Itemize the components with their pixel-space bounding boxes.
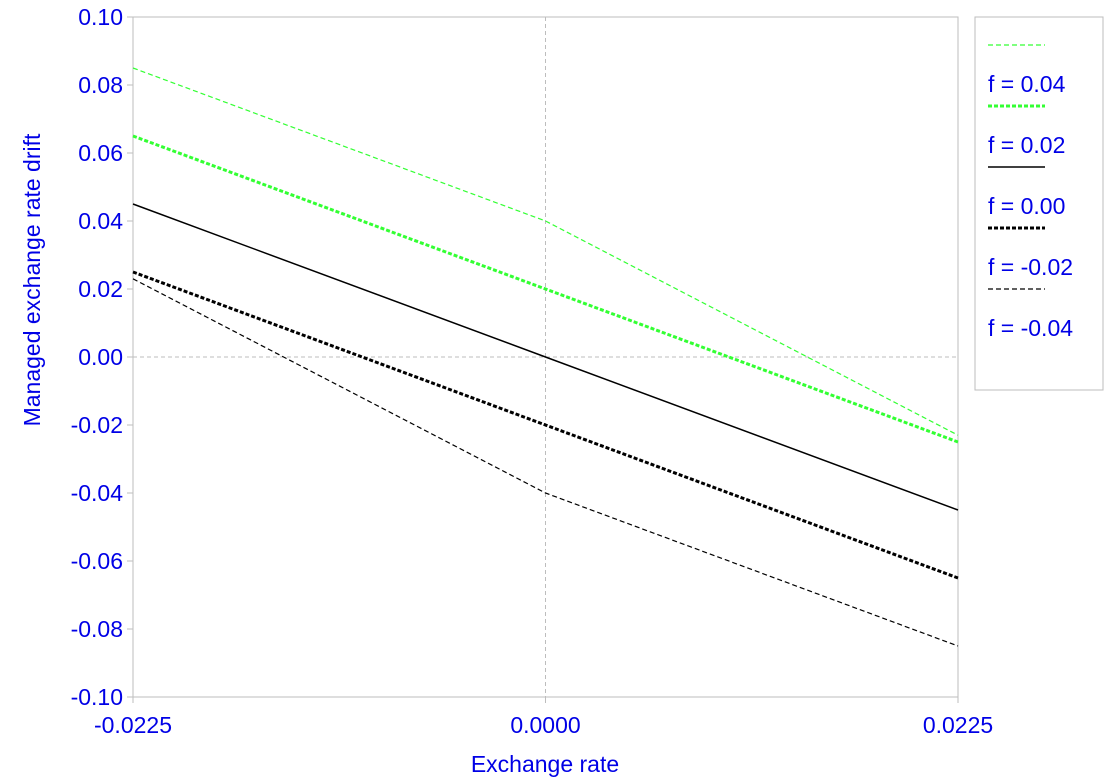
y-tick-label: 0.02 — [78, 276, 123, 302]
y-tick-label: 0.04 — [78, 208, 123, 234]
x-tick-label: 0.0225 — [923, 712, 993, 738]
x-tick-label: 0.0000 — [510, 712, 580, 738]
y-tick-label: 0.10 — [78, 4, 123, 30]
series-line-4 — [132, 270, 959, 580]
y-tick-label: 0.06 — [78, 140, 123, 166]
y-tick-label: -0.04 — [71, 480, 124, 506]
series-line-3 — [132, 203, 959, 511]
y-tick-label: 0.08 — [78, 72, 123, 98]
y-axis-title: Managed exchange rate drift — [19, 133, 45, 426]
legend-label-4: f = -0.02 — [988, 254, 1073, 280]
x-axis-title: Exchange rate — [471, 751, 619, 777]
legend: f = 0.04 f = 0.02 f = 0.00 f = -0.02 f = -0.… — [974, 16, 1104, 391]
y-tick-label: -0.02 — [71, 412, 123, 438]
legend-label-3: f = 0.00 — [988, 193, 1065, 219]
legend-box — [974, 16, 1104, 391]
y-tick-label: -0.08 — [71, 616, 123, 642]
series-line-2 — [132, 134, 959, 444]
y-tick-label: -0.06 — [71, 548, 123, 574]
y-tick-label: -0.10 — [71, 684, 123, 710]
series-layer — [132, 67, 959, 647]
y-axis-ticks: 0.10 0.08 0.06 0.04 0.02 0.00 -0.02 -0.04 -0.06 -… — [71, 4, 133, 710]
x-tick-label: -0.0225 — [94, 712, 172, 738]
y-tick-label: 0.00 — [78, 344, 123, 370]
legend-label-1: f = 0.04 — [988, 71, 1066, 97]
legend-label-5: f = -0.04 — [988, 315, 1073, 341]
series-line-1 — [132, 67, 959, 436]
x-axis-ticks: -0.0225 0.0000 0.0225 — [94, 697, 993, 738]
legend-label-2: f = 0.02 — [988, 132, 1065, 158]
series-line-5 — [132, 278, 959, 647]
